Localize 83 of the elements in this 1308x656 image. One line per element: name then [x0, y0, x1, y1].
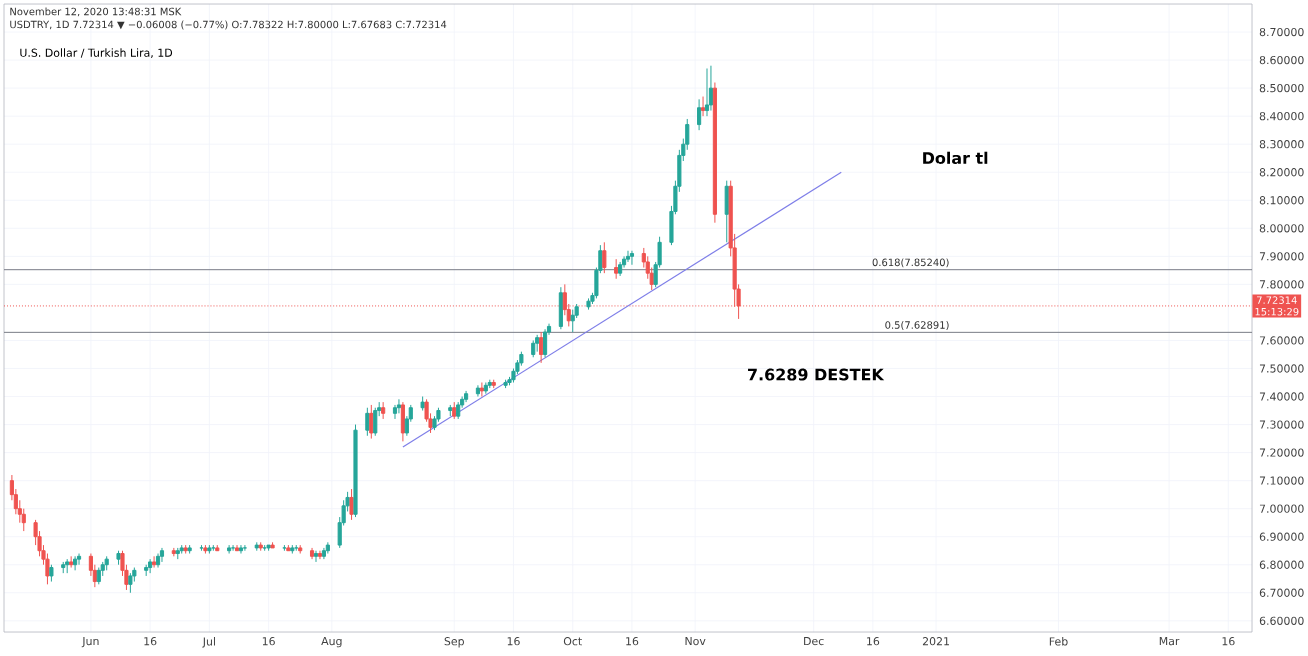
- candlestick: [570, 309, 575, 333]
- candlestick: [187, 544, 192, 555]
- candlestick: [61, 561, 66, 574]
- candlestick: [479, 382, 484, 398]
- candlestick: [542, 328, 548, 358]
- candlestick: [207, 544, 212, 555]
- candlestick: [234, 544, 240, 552]
- candlestick: [618, 261, 623, 277]
- candlestick: [242, 544, 247, 552]
- candlestick: [491, 379, 496, 389]
- candlestick: [507, 376, 512, 386]
- candlestick: [708, 65, 714, 112]
- candlestick: [586, 297, 591, 311]
- candlestick: [128, 572, 133, 594]
- candlestick: [381, 401, 386, 420]
- candlestick: [629, 250, 635, 266]
- candlestick: [349, 488, 354, 521]
- candlestick: [159, 547, 165, 563]
- candlestick: [73, 555, 78, 571]
- candlestick: [365, 407, 370, 437]
- candlestick: [116, 550, 121, 566]
- candlestick: [183, 544, 188, 555]
- candlestick: [155, 553, 161, 569]
- candlestick: [697, 98, 702, 131]
- candlestick: [175, 547, 180, 560]
- candlestick: [298, 544, 303, 555]
- candlestick: [49, 564, 54, 583]
- candlestick: [503, 379, 508, 389]
- candlestick: [313, 550, 319, 563]
- candlestick: [254, 541, 259, 552]
- candlestick: [286, 544, 291, 552]
- candlestick: [700, 96, 706, 117]
- candlestick: [539, 331, 544, 364]
- candlestick: [144, 564, 149, 577]
- candlestick: [704, 68, 710, 117]
- candlestick: [487, 379, 492, 389]
- candlestick: [712, 82, 717, 224]
- candlestick: [270, 541, 275, 549]
- candlestick: [76, 553, 82, 566]
- candlestick: [483, 382, 488, 395]
- candlestick: [436, 407, 441, 423]
- candlestick: [266, 544, 271, 552]
- candlestick: [69, 555, 74, 569]
- candlestick: [432, 415, 437, 431]
- candlestick: [420, 396, 425, 412]
- candlestick: [625, 250, 631, 263]
- candlestick: [104, 555, 109, 571]
- candlestick: [21, 508, 26, 532]
- candlestick: [373, 407, 378, 437]
- candlestick: [400, 401, 405, 442]
- candlestick: [452, 401, 457, 420]
- candlestick: [325, 541, 330, 555]
- candlestick: [290, 544, 295, 555]
- candlestick: [448, 404, 453, 417]
- candlestick: [621, 255, 627, 269]
- candlestick: [602, 241, 607, 274]
- candlestick: [396, 398, 402, 414]
- candlestick: [203, 544, 208, 555]
- candlestick: [392, 404, 398, 420]
- candlestick: [309, 547, 315, 560]
- candlestick: [353, 424, 358, 518]
- candlestick: [171, 547, 176, 557]
- candlestick: [100, 561, 105, 577]
- candlestick: [230, 544, 236, 552]
- candlestick: [515, 359, 520, 375]
- candlestick: [535, 334, 540, 353]
- candlestick: [215, 544, 220, 552]
- candlestick: [531, 339, 536, 358]
- candlestick: [258, 541, 263, 552]
- candlestick: [96, 567, 101, 585]
- candlestick: [475, 384, 481, 398]
- candlestick: [456, 401, 461, 420]
- candlestick: [369, 404, 374, 440]
- candlestick: [148, 558, 153, 574]
- candlestick: [558, 286, 563, 330]
- candlestick: [614, 258, 619, 280]
- candlestick: [152, 555, 157, 569]
- candlestick: [511, 367, 516, 383]
- candlestick: [45, 553, 50, 585]
- candlestick: [321, 547, 326, 560]
- candlestick: [519, 351, 524, 367]
- candlestick: [65, 558, 70, 574]
- candlestick: [464, 390, 469, 403]
